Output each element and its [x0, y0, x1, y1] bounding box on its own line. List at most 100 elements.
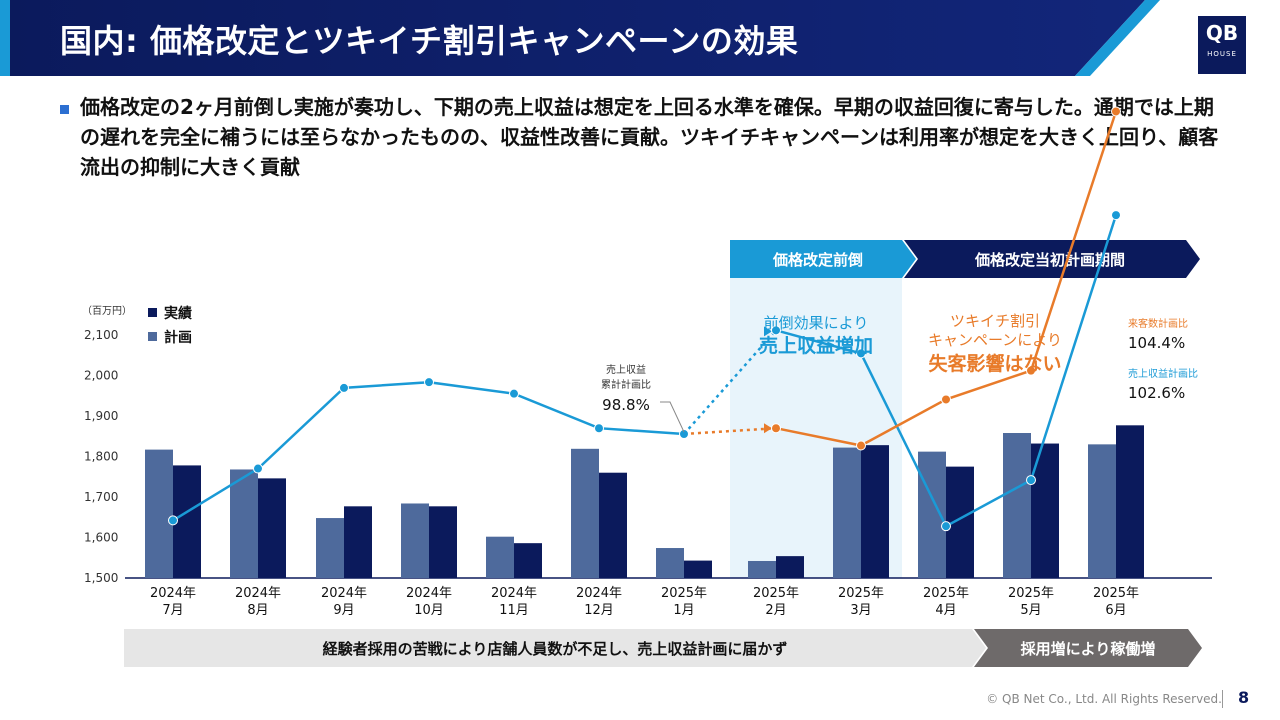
x-tick-label-year: 2025年	[923, 586, 969, 601]
bottom-banner-right	[974, 629, 1202, 667]
y-tick-label: 1,900	[84, 409, 118, 423]
bar-actual	[599, 472, 627, 578]
bullet-square-icon	[60, 105, 69, 114]
cumulative-label-line1: 売上収益	[606, 363, 646, 376]
campaign-text-line1: ツキイチ割引	[950, 312, 1040, 330]
bar-actual	[429, 506, 457, 578]
customers-ratio-label: 来客数計画比	[1128, 317, 1188, 330]
bar-plan	[230, 469, 258, 578]
footer-divider	[1222, 690, 1223, 708]
x-tick-label-year: 2024年	[576, 586, 622, 601]
revenue-ratio-point	[1111, 210, 1121, 221]
x-tick-label-month: 10月	[414, 603, 444, 618]
cumulative-label-line2: 累計計画比	[601, 378, 651, 391]
banner-early-label: 価格改定前倒	[772, 251, 863, 269]
x-tick-label-month: 2月	[765, 603, 786, 618]
bar-actual	[1116, 425, 1144, 578]
y-tick-label: 2,100	[84, 328, 118, 342]
bar-plan	[656, 548, 684, 578]
x-tick-label-year: 2025年	[1008, 586, 1054, 601]
legend-label-plan: 計画	[164, 329, 192, 346]
revenue-ratio-point	[771, 325, 781, 336]
title-bar-background	[0, 0, 1280, 76]
summary-text: 価格改定の2ヶ月前倒し実施が奏功し、下期の売上収益は想定を上回る水準を確保。早期…	[80, 95, 1219, 179]
bar-actual	[258, 478, 286, 578]
bar-plan	[833, 447, 861, 578]
bar-plan	[1088, 444, 1116, 578]
x-tick-label-year: 2024年	[321, 586, 367, 601]
banner-plan	[904, 240, 1200, 278]
revenue-ratio-point	[856, 348, 866, 359]
customers-ratio-point	[771, 423, 781, 434]
legend-swatch-plan	[148, 332, 157, 341]
revenue-ratio-point	[339, 382, 349, 393]
customers-ratio-value: 104.4%	[1128, 334, 1185, 352]
customers-ratio-dotted-line	[683, 426, 777, 436]
bar-plan	[486, 536, 514, 578]
x-tick-label-month: 1月	[673, 603, 694, 618]
revenue-ratio-point	[424, 377, 434, 388]
customers-arrow-head	[764, 423, 772, 434]
revenue-ratio-dotted-line	[683, 329, 777, 435]
early-effect-text-line1: 前倒効果により	[764, 314, 869, 332]
bottom-banner-left	[124, 629, 986, 667]
bar-plan	[571, 448, 599, 578]
bar-actual	[344, 506, 372, 578]
bar-plan	[316, 518, 344, 578]
bar-actual	[946, 466, 974, 578]
page-number: 8	[1238, 688, 1250, 707]
x-tick-label-year: 2025年	[753, 586, 799, 601]
x-tick-label-month: 7月	[162, 603, 183, 618]
x-tick-label-month: 6月	[1105, 603, 1126, 618]
x-tick-label-month: 12月	[584, 603, 614, 618]
page-title: 国内: 価格改定とツキイチ割引キャンペーンの効果	[60, 22, 799, 60]
y-tick-label: 1,600	[84, 531, 118, 545]
revenue-ratio-point	[253, 463, 263, 474]
y-tick-label: 1,700	[84, 490, 118, 504]
bar-actual	[684, 560, 712, 578]
legend-swatch-actual	[148, 308, 157, 317]
revenue-ratio-point	[594, 423, 604, 434]
qb-house-logo: QB HOUSE	[1198, 16, 1246, 74]
bar-plan	[748, 560, 776, 578]
copyright: © QB Net Co., Ltd. All Rights Reserved.	[986, 692, 1222, 706]
bar-actual	[776, 556, 804, 578]
bar-plan	[1003, 433, 1031, 578]
revenue-ratio-value: 102.6%	[1128, 384, 1185, 402]
revenue-ratio-point	[168, 515, 178, 526]
bar-actual	[514, 543, 542, 578]
bar-plan	[145, 449, 173, 578]
revenue-arrow-head	[764, 326, 772, 337]
cumulative-value: 98.8%	[602, 396, 650, 414]
bottom-banner-left-label: 経験者採用の苦戦により店舗人員数が不足し、売上収益計画に届かず	[323, 640, 788, 658]
customers-ratio-point	[1026, 365, 1036, 376]
y-unit-label: （百万円）	[82, 305, 132, 317]
title-bar: 国内: 価格改定とツキイチ割引キャンペーンの効果	[0, 0, 1280, 76]
x-tick-label-year: 2025年	[661, 586, 707, 601]
x-tick-label-year: 2024年	[406, 586, 452, 601]
x-tick-label-month: 11月	[499, 603, 529, 618]
revenue-ratio-point	[679, 429, 689, 439]
y-tick-label: 2,000	[84, 369, 118, 383]
legend-label-actual: 実績	[164, 305, 192, 322]
campaign-text-line3: 失客影響はない	[928, 352, 1061, 375]
x-tick-label-year: 2024年	[491, 586, 537, 601]
x-tick-label-year: 2024年	[150, 586, 196, 601]
customers-ratio-point	[1111, 106, 1121, 117]
customers-ratio-point	[941, 394, 951, 405]
revenue-ratio-label: 売上収益計画比	[1128, 367, 1198, 380]
bar-plan	[918, 451, 946, 578]
logo-subtext: HOUSE	[1207, 50, 1237, 58]
revenue-ratio-point	[1026, 475, 1036, 486]
revenue-ratio-point	[941, 521, 951, 532]
customers-ratio-point	[856, 440, 866, 451]
x-tick-label-month: 8月	[247, 603, 268, 618]
y-tick-label: 1,500	[84, 571, 118, 585]
revenue-ratio-point	[509, 388, 519, 399]
banner-early	[730, 240, 916, 278]
summary-bullet: 価格改定の2ヶ月前倒し実施が奏功し、下期の売上収益は想定を上回る水準を確保。早期…	[60, 92, 1230, 182]
campaign-text-line2: キャンペーンにより	[928, 331, 1062, 349]
x-tick-label-month: 3月	[850, 603, 871, 618]
x-tick-label-year: 2025年	[838, 586, 884, 601]
